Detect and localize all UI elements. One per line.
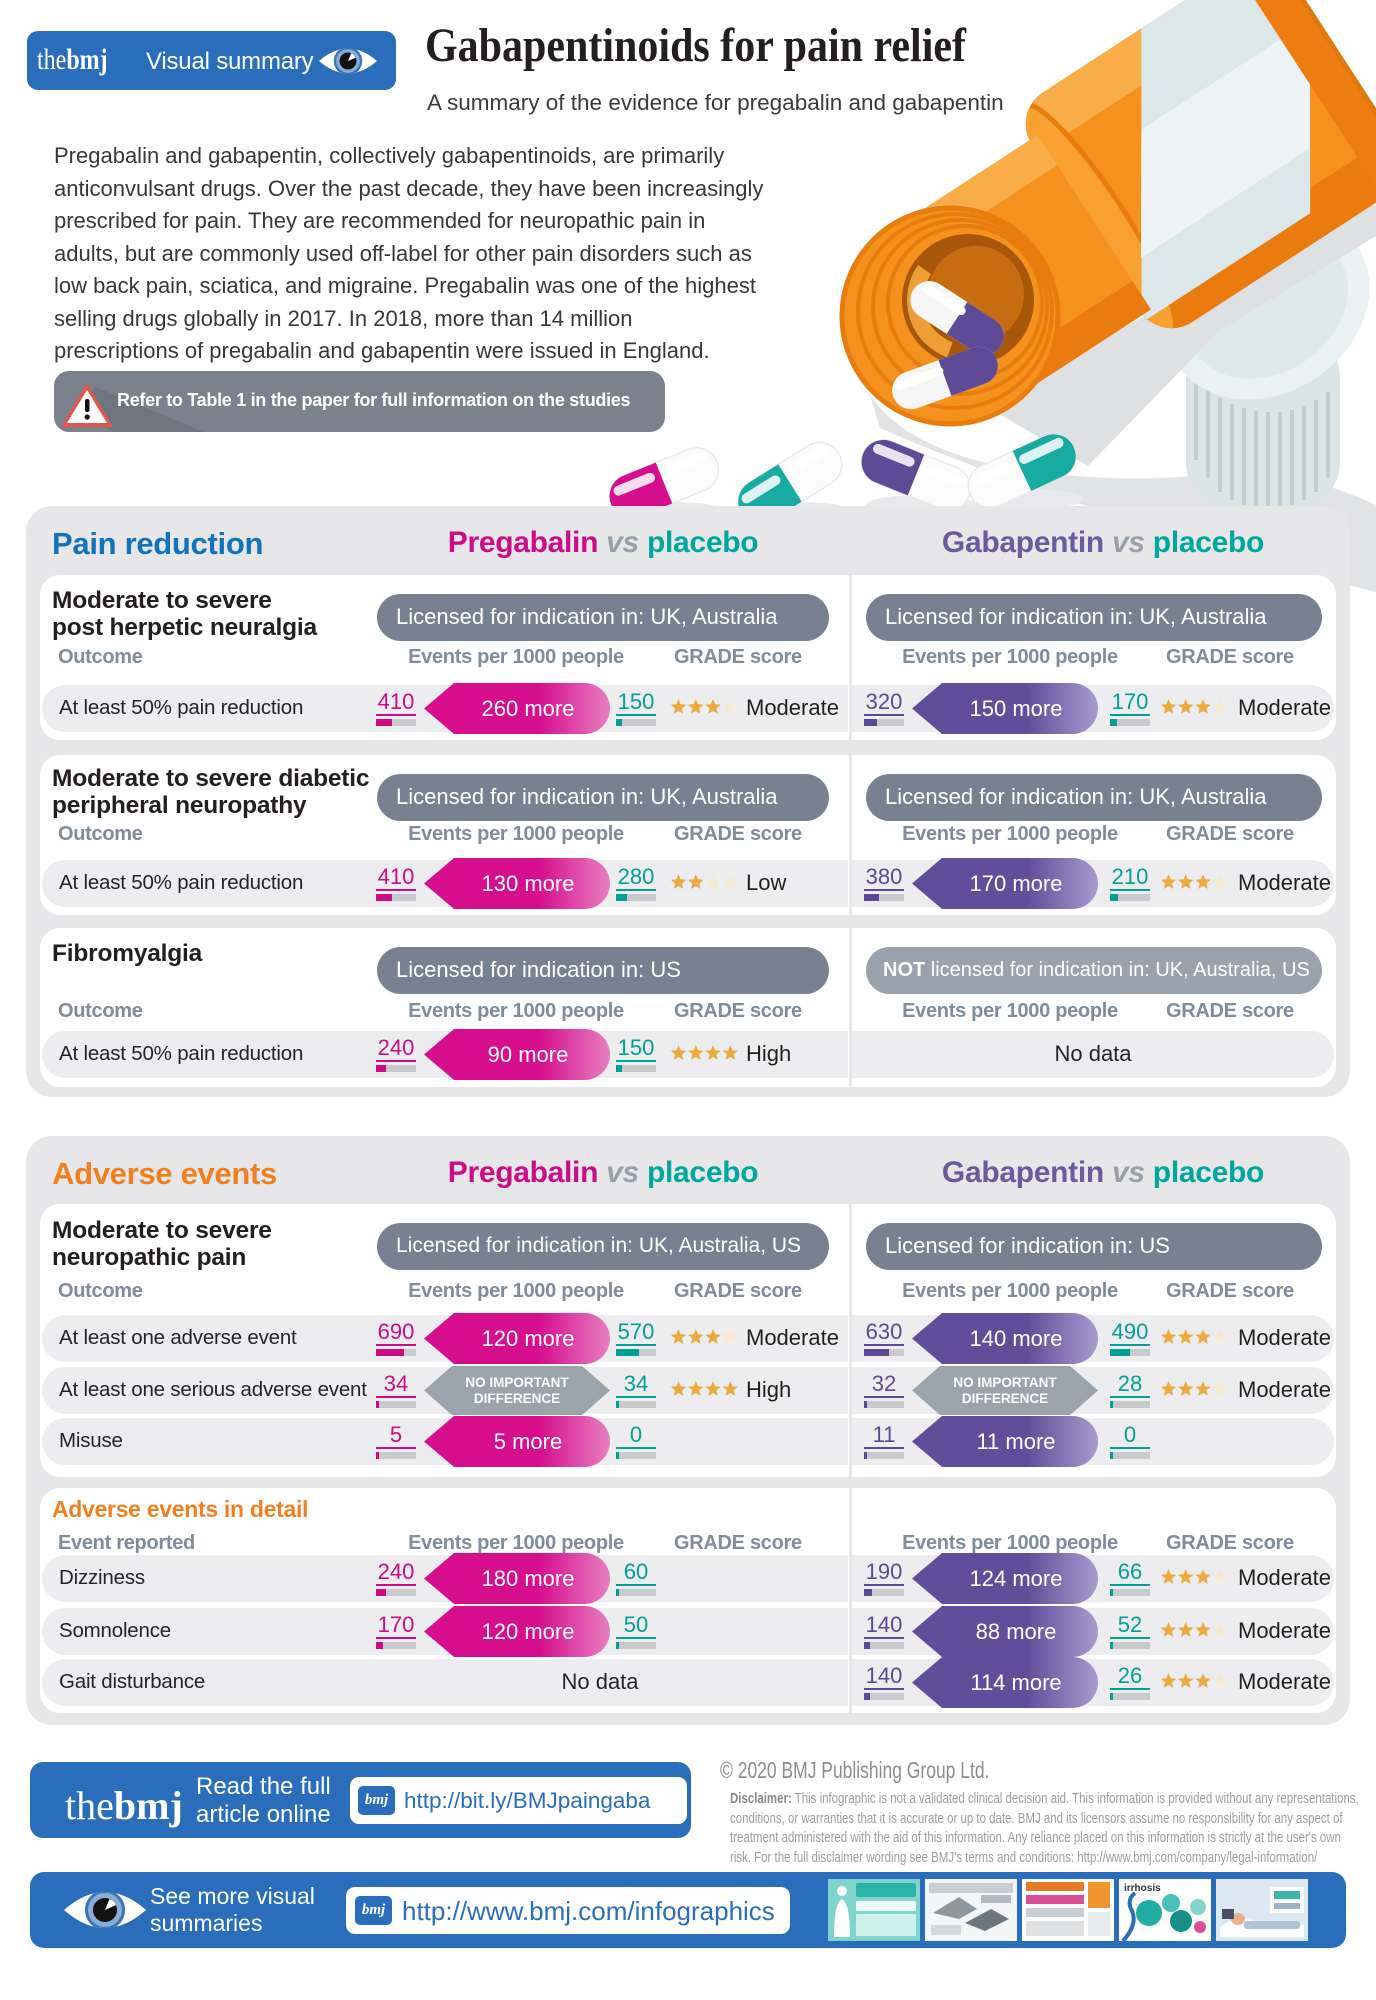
- svg-text:irrhosis: irrhosis: [1124, 1883, 1161, 1894]
